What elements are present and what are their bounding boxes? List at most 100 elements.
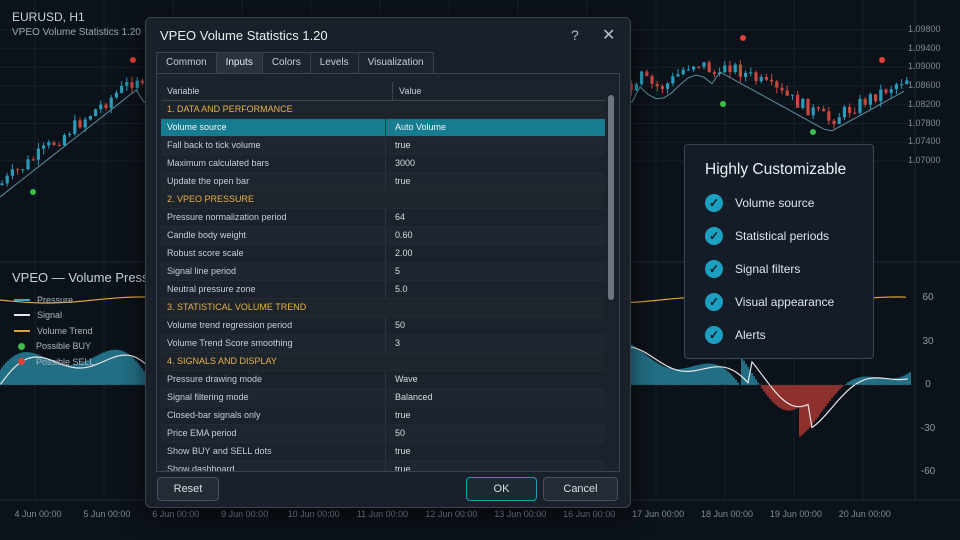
row-value[interactable]: true: [395, 410, 411, 420]
feature-label: Statistical periods: [735, 229, 830, 243]
row-variable: Show dashboard: [161, 461, 386, 471]
price-tick: 1.07400: [908, 136, 941, 147]
candle-body: [858, 98, 862, 113]
close-icon[interactable]: ✕: [602, 27, 616, 44]
candle-body: [681, 69, 685, 75]
candle-body: [712, 72, 716, 74]
row-value[interactable]: 0.60: [395, 230, 413, 240]
table-row[interactable]: Closed-bar signals only true: [161, 407, 605, 425]
table-row[interactable]: Price EMA period 50: [161, 425, 605, 443]
time-tick: 11 Jun 00:00: [356, 509, 409, 519]
legend-line-icon: [14, 314, 30, 317]
table-body: 1. DATA AND PERFORMANCE Volume source Auto…: [161, 101, 605, 472]
tab-visualization[interactable]: Visualization: [357, 52, 434, 73]
price-tick: 1.08200: [908, 98, 941, 109]
table-row[interactable]: Update the open bar true: [161, 173, 605, 191]
candle-body: [130, 82, 134, 88]
row-value[interactable]: 3000: [395, 158, 416, 168]
table-row[interactable]: Maximum calculated bars 3000: [161, 155, 605, 173]
check-icon: ✓: [705, 326, 723, 344]
table-row[interactable]: Pressure normalization period 64: [161, 209, 605, 227]
table-row[interactable]: Signal line period 5: [161, 263, 605, 281]
candle-body: [88, 116, 92, 120]
time-tick: 4 Jun 00:00: [14, 509, 62, 519]
time-tick: 16 Jun 00:00: [563, 509, 616, 519]
sell-signal-dot: [740, 35, 746, 41]
row-value[interactable]: 2.00: [395, 248, 413, 258]
row-value[interactable]: true: [395, 464, 411, 472]
row-value[interactable]: true: [395, 140, 411, 150]
price-tick: 1.09800: [908, 24, 941, 34]
row-variable: Volume source: [161, 119, 386, 136]
row-value[interactable]: 3: [395, 338, 401, 348]
row-value[interactable]: Wave: [395, 374, 418, 384]
tab-common[interactable]: Common: [156, 52, 217, 73]
candle-body: [827, 111, 831, 121]
candle-body: [884, 89, 888, 93]
table-row[interactable]: Volume trend regression period 50: [161, 317, 605, 335]
legend-label: Volume Trend: [37, 325, 93, 336]
legend-line-icon: [14, 298, 30, 301]
table-row[interactable]: Show dashboard true: [161, 461, 605, 472]
candle-body: [764, 76, 768, 80]
table-row[interactable]: Fall back to tick volume true: [161, 137, 605, 155]
candle-body: [99, 104, 103, 110]
candle-body: [78, 120, 82, 128]
candle-body: [801, 98, 805, 108]
candle-body: [47, 142, 51, 146]
tab-levels[interactable]: Levels: [309, 52, 359, 73]
candle-body: [806, 98, 810, 116]
candle-body: [738, 64, 742, 77]
candle-body: [733, 64, 737, 73]
help-icon[interactable]: ?: [571, 27, 579, 43]
tab-colors[interactable]: Colors: [261, 52, 311, 73]
time-tick: 18 Jun 00:00: [700, 509, 754, 519]
row-value[interactable]: 50: [395, 320, 406, 330]
row-value[interactable]: Auto Volume: [395, 122, 447, 132]
row-variable: Pressure normalization period: [161, 209, 386, 226]
row-variable: Fall back to tick volume: [161, 137, 386, 154]
candle-body: [811, 107, 815, 116]
row-value[interactable]: true: [395, 176, 411, 186]
candle-body: [16, 169, 20, 171]
table-row[interactable]: Volume Trend Score smoothing 3: [161, 335, 605, 353]
legend-label: Pressure: [37, 294, 74, 305]
candle-body: [796, 94, 800, 108]
table-row[interactable]: Neutral pressure zone 5.0: [161, 281, 605, 299]
scrollbar-thumb[interactable]: [608, 95, 614, 300]
reset-button[interactable]: Reset: [157, 477, 219, 501]
legend-label: Possible SELL: [36, 356, 95, 367]
candle-body: [842, 106, 846, 118]
candle-body: [666, 83, 670, 89]
row-value[interactable]: Balanced: [395, 392, 433, 402]
check-icon: ✓: [705, 260, 723, 278]
cancel-button[interactable]: Cancel: [543, 477, 618, 501]
candle-body: [723, 65, 727, 73]
legend-item: Pressure: [14, 292, 95, 308]
ok-button[interactable]: OK: [466, 477, 537, 501]
table-row[interactable]: Pressure drawing mode Wave: [161, 371, 605, 389]
sell-signal-dot: [879, 57, 885, 63]
candle-body: [57, 144, 61, 146]
table-row[interactable]: Show BUY and SELL dots true: [161, 443, 605, 461]
row-value[interactable]: 5.0: [395, 284, 408, 294]
candle-body: [889, 89, 893, 93]
feature-item: ✓ Visual appearance: [705, 292, 834, 312]
table-row[interactable]: Volume source Auto Volume: [161, 119, 605, 137]
row-value[interactable]: 64: [395, 212, 406, 222]
row-variable: Signal filtering mode: [161, 389, 386, 406]
candle-body: [114, 92, 118, 98]
row-value[interactable]: 50: [395, 428, 406, 438]
table-row[interactable]: Robust score scale 2.00: [161, 245, 605, 263]
candle-body: [68, 134, 72, 136]
table-row[interactable]: Candle body weight 0.60: [161, 227, 605, 245]
time-tick: 9 Jun 00:00: [221, 509, 269, 519]
candle-body: [640, 71, 644, 85]
tab-inputs[interactable]: Inputs: [215, 52, 263, 73]
row-value[interactable]: true: [395, 446, 411, 456]
row-variable: Volume Trend Score smoothing: [161, 335, 386, 352]
row-value[interactable]: 5: [395, 266, 401, 276]
candle-body: [863, 98, 867, 105]
table-row[interactable]: Signal filtering mode Balanced: [161, 389, 605, 407]
feature-item: ✓ Alerts: [705, 325, 766, 345]
